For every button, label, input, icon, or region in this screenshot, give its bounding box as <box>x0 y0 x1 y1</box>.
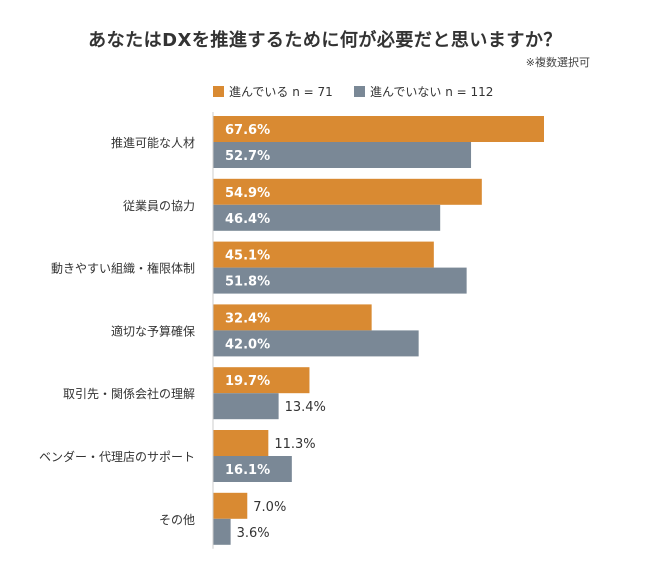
chart-title: あなたはDXを推進するために何が必要だと思いますか？ <box>88 30 562 51</box>
value-label: 16.1% <box>225 463 270 478</box>
value-label: 67.6% <box>225 123 270 138</box>
value-label: 13.4% <box>285 400 326 415</box>
bar-1 <box>213 142 472 168</box>
value-label: 7.0% <box>253 500 286 515</box>
bars: 67.6% 52.7% 54.9% 46.4% 45.1% 51.8% 32.4% 42.0%… <box>213 116 544 545</box>
value-label: 32.4% <box>225 311 270 326</box>
value-label: 45.1% <box>225 249 270 264</box>
chart-note: ※複数選択可 <box>525 56 590 69</box>
category-label: 適切な予算確保 <box>111 323 195 338</box>
value-label: 54.9% <box>225 186 270 201</box>
bar-1 <box>213 393 279 420</box>
category-label: 動きやすい組織・権限体制 <box>51 261 195 276</box>
value-label: 46.4% <box>225 212 270 227</box>
bar-0 <box>213 241 434 268</box>
bar-0 <box>213 492 248 519</box>
bar-0 <box>213 178 482 205</box>
value-label: 19.7% <box>225 374 270 389</box>
category-axis: 推進可能な人材従業員の協力動きやすい組織・権限体制適切な予算確保取引先・関係会社… <box>39 112 214 549</box>
bar-1 <box>213 204 441 231</box>
category-label: 推進可能な人材 <box>111 136 195 150</box>
bar-0 <box>213 430 269 456</box>
bar-0 <box>213 304 372 331</box>
bar-0 <box>213 367 310 394</box>
bar-1 <box>213 518 231 545</box>
value-label: 3.6% <box>237 526 270 541</box>
category-label: その他 <box>159 513 195 527</box>
value-label: 52.7% <box>225 149 270 164</box>
legend-swatch-0 <box>213 86 224 97</box>
category-label: 従業員の協力 <box>123 198 195 213</box>
value-label: 42.0% <box>225 337 270 352</box>
category-label: ベンダー・代理店のサポート <box>39 449 195 464</box>
bar-0 <box>213 116 544 142</box>
value-label: 51.8% <box>225 275 270 290</box>
category-label: 取引先・関係会社の理解 <box>63 386 195 401</box>
legend-label-1: 進んでいない n = 112 <box>370 85 493 99</box>
legend-swatch-1 <box>354 86 365 97</box>
bar-1 <box>213 456 292 482</box>
legend: 進んでいる n = 71 進んでいない n = 112 <box>213 85 493 99</box>
bar-1 <box>213 267 467 294</box>
value-label: 11.3% <box>274 437 315 452</box>
legend-label-0: 進んでいる n = 71 <box>229 85 333 99</box>
bar-1 <box>213 330 419 357</box>
